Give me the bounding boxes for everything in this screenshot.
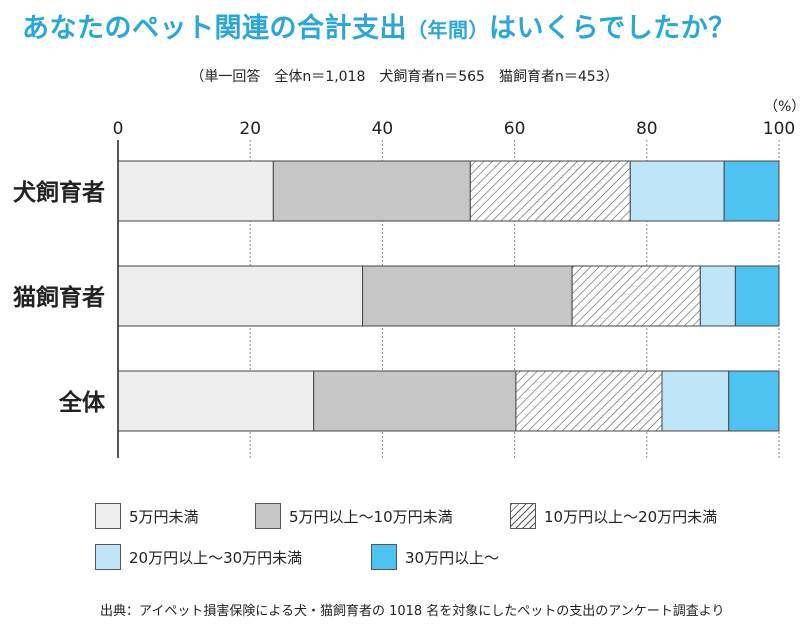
legend-item-under-5man: 5万円未満: [95, 502, 199, 530]
bar-segment: [362, 265, 573, 327]
title-paren: （年間）: [407, 18, 489, 42]
x-tick-label: 0: [113, 119, 124, 139]
x-tick-label: 100: [763, 119, 795, 139]
bar-segment: [728, 370, 780, 432]
bar-segment: [734, 265, 780, 327]
bar-segment: [629, 160, 725, 222]
bar-segment: [699, 265, 736, 327]
legend-swatch-5-10man: [255, 503, 281, 529]
bar-segment: [117, 265, 364, 327]
category-label: 全体: [58, 389, 106, 416]
bar-segment: [117, 160, 274, 222]
bar-segment: [117, 370, 315, 432]
bar-segment: [469, 160, 631, 222]
legend-label-5-10man: 5万円以上～10万円未満: [289, 507, 453, 526]
bar-segment: [272, 160, 471, 222]
chart-title: あなたのペット関連の合計支出（年間）はいくらでしたか？: [22, 6, 802, 45]
chart-subtitle: （単一回答 全体n＝1,018 犬飼育者n＝565 猫飼育者n＝453）: [190, 69, 619, 85]
category-label: 犬飼育者: [13, 179, 105, 206]
legend-swatch-20-30man: [95, 544, 121, 570]
title-main: あなたのペット関連の合計支出: [22, 13, 407, 44]
source-note: 出典：アイペット損害保険による犬・猫飼育者の 1018 名を対象にしたペットの支…: [100, 604, 725, 619]
x-tick-label: 40: [372, 119, 394, 139]
legend-item-5-10man: 5万円以上～10万円未満: [255, 502, 453, 530]
x-tick-label: 60: [504, 119, 526, 139]
legend-label-20-30man: 20万円以上～30万円未満: [129, 548, 303, 567]
legend-item-20-30man: 20万円以上～30万円未満: [95, 543, 302, 571]
x-tick-label: 80: [636, 119, 658, 139]
legend-swatch-10-20man: [510, 503, 536, 529]
category-label: 猫飼育者: [13, 284, 105, 311]
legend-item-over-30man: 30万円以上～: [371, 543, 499, 571]
bar-segment: [515, 370, 663, 432]
legend-label-over-30man: 30万円以上～: [405, 548, 500, 567]
bar-segment: [723, 160, 780, 222]
legend-item-10-20man: 10万円以上～20万円未満: [510, 502, 717, 530]
bar-segment: [661, 370, 730, 432]
x-tick-label: 20: [239, 119, 261, 139]
axis-unit-label: （%）: [764, 99, 806, 115]
bar-segment: [571, 265, 701, 327]
legend-swatch-over-30man: [371, 544, 397, 570]
legend-label-under-5man: 5万円未満: [129, 507, 199, 526]
title-tail: はいくらでしたか？: [489, 13, 736, 44]
bar-segment: [313, 370, 517, 432]
legend-label-10-20man: 10万円以上～20万円未満: [544, 507, 718, 526]
legend-swatch-under-5man: [95, 503, 121, 529]
